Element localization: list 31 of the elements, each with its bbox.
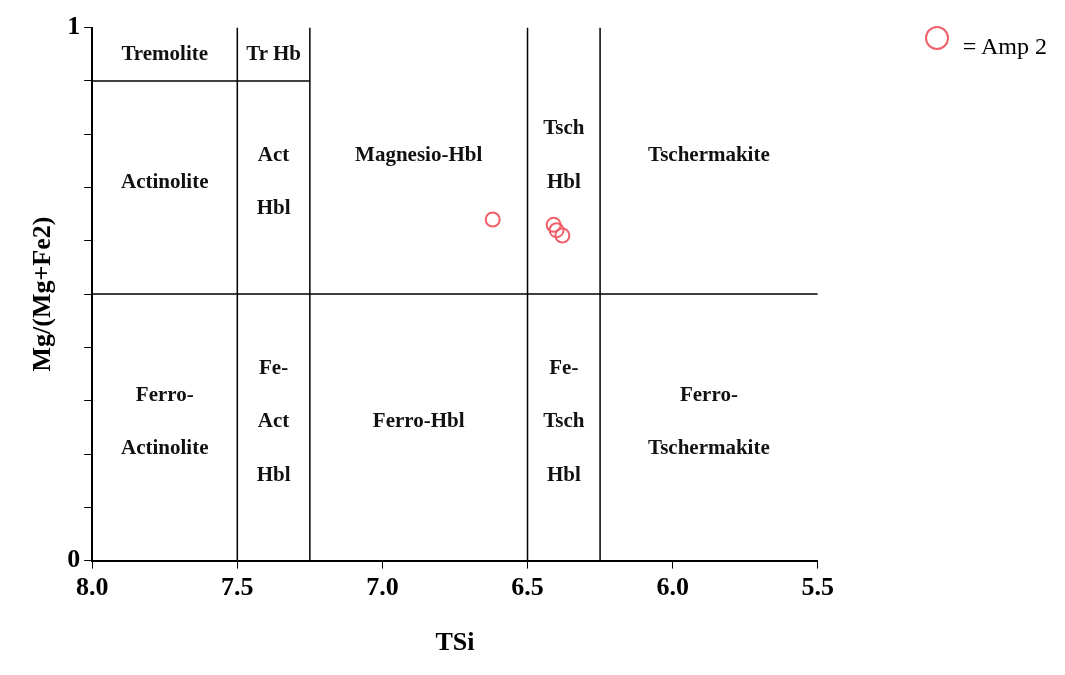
annotation: Fe- [259,355,289,380]
x-tick-label: 7.5 [221,571,254,601]
y-axis-title: Mg/(Mg+Fe2) [27,216,57,372]
x-tick-label: 5.5 [801,571,834,601]
x-tick-label: 8.0 [75,571,109,601]
annotation: Ferro- [135,381,194,406]
x-tick-label: 6.0 [656,571,689,601]
annotation: Actinolite [121,435,209,460]
annotation: Hbl [546,461,581,486]
annotation: Tsch [543,408,585,433]
x-tick-label: 6.5 [511,571,544,601]
annotation: Hbl [256,195,291,220]
y-tick-label: 1 [67,11,81,41]
y-tick-label: 0 [67,544,81,574]
annotation: Tremolite [121,40,209,65]
annotation: Fe- [549,355,579,380]
annotation: Magnesio-Hbl [355,141,483,166]
annotation: Tschermakite [648,435,770,460]
annotation: Hbl [256,461,291,486]
annotation: Ferro- [679,381,738,406]
annotation: Tr Hb [246,40,301,65]
annotation: Tsch [543,115,585,140]
annotation: Ferro-Hbl [372,408,465,433]
annotation: Actinolite [121,168,209,193]
annotation: Tschermakite [648,141,770,166]
legend-label: = Amp 2 [962,33,1047,60]
annotation: Hbl [546,168,581,193]
x-axis-title: TSi [435,627,475,657]
x-tick-label: 7.0 [366,571,399,601]
annotation: Act [257,141,290,166]
annotation: Act [257,408,290,433]
